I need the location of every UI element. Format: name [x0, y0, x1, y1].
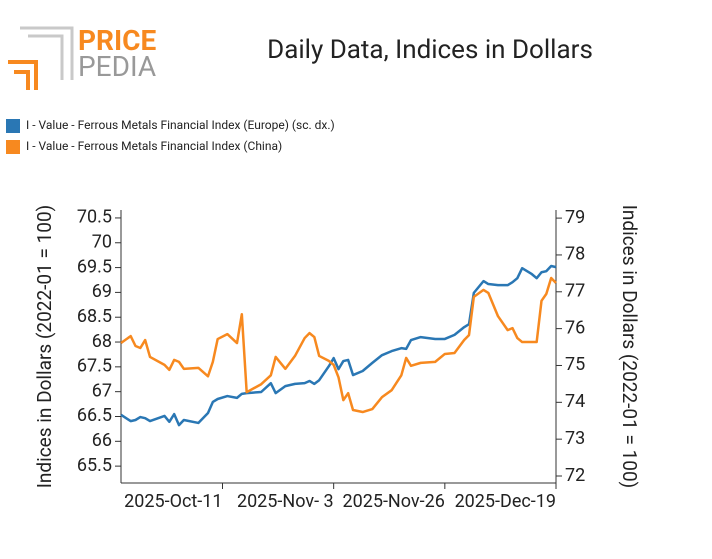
logo-mark — [8, 60, 38, 90]
x-tick-label: 2025-Nov- 3 — [237, 491, 334, 512]
chart-title: Daily Data, Indices in Dollars — [267, 35, 593, 65]
y-tick-label: 65.5 — [77, 455, 112, 476]
y-tick-label: 69.5 — [77, 256, 112, 277]
logo-mark — [20, 26, 74, 80]
y-tick-label: 70.5 — [77, 207, 112, 228]
series-line — [120, 276, 557, 414]
x-tick-label: 2025-Oct-11 — [124, 491, 222, 512]
legend-swatch — [6, 119, 20, 133]
y-tick-label: 66.5 — [77, 405, 112, 426]
legend-label: I - Value - Ferrous Metals Financial Ind… — [26, 139, 282, 153]
y-tick-label: 66 — [92, 430, 112, 451]
y2-axis-title: Indices in Dollars (2022-01 = 100) — [618, 205, 641, 489]
logo: PRICE PEDIA — [8, 24, 156, 90]
legend-label: I - Value - Ferrous Metals Financial Ind… — [26, 118, 335, 132]
y2-tick-label: 73 — [565, 428, 585, 449]
y2-tick-label: 78 — [565, 244, 585, 265]
y-tick-label: 67.5 — [77, 356, 112, 377]
series-line — [120, 264, 557, 427]
y2-tick-label: 72 — [565, 465, 585, 486]
y2-tick-label: 74 — [565, 391, 585, 412]
x-tick-label: 2025-Dec-19 — [455, 491, 556, 512]
y-tick-label: 69 — [92, 281, 112, 302]
y2-tick-label: 76 — [565, 317, 585, 338]
legend-swatch — [6, 140, 20, 154]
y-tick-label: 70 — [92, 232, 112, 253]
y-tick-label: 68 — [92, 331, 112, 352]
x-tick-label: 2025-Nov-26 — [342, 491, 444, 512]
y-axis-title: Indices in Dollars (2022-01 = 100) — [33, 205, 56, 489]
logo-text: PRICE — [78, 24, 156, 57]
y-tick-label: 68.5 — [77, 306, 112, 327]
y2-tick-label: 79 — [565, 207, 585, 228]
y2-tick-label: 77 — [565, 281, 585, 302]
logo-text: PEDIA — [78, 50, 156, 83]
y2-tick-label: 75 — [565, 354, 585, 375]
y-tick-label: 67 — [92, 380, 112, 401]
logo-mark — [28, 34, 64, 80]
